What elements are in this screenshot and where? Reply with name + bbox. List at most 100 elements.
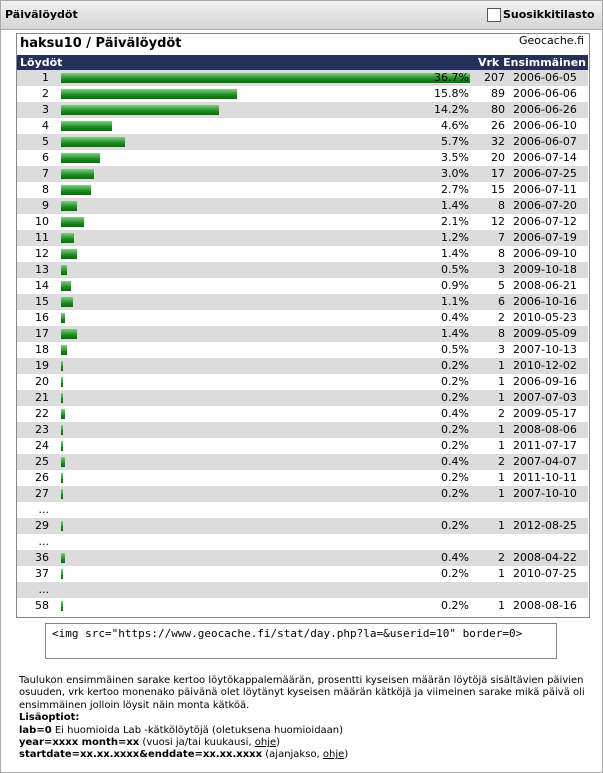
first-date: 2006-07-19 <box>513 231 577 244</box>
found-count: 8 <box>42 183 49 196</box>
table-row: ... <box>17 534 588 550</box>
percent: 0.2% <box>441 519 469 532</box>
table-row: 18 0.5% 3 2007-10-13 <box>17 342 588 358</box>
days: 12 <box>491 215 505 228</box>
found-count: 3 <box>42 103 49 116</box>
found-count: 2 <box>42 87 49 100</box>
favorite-checkbox[interactable] <box>487 8 501 22</box>
found-count: 23 <box>35 423 49 436</box>
bar <box>61 441 64 451</box>
found-count: 26 <box>35 471 49 484</box>
percent: 1.1% <box>441 295 469 308</box>
table-row: 24 0.2% 1 2011-07-17 <box>17 438 588 454</box>
favorite-label[interactable]: Suosikkitilasto <box>503 8 595 21</box>
percent: 0.5% <box>441 263 469 276</box>
option-desc: (ajanjakso, <box>262 749 323 761</box>
first-date: 2008-06-21 <box>513 279 577 292</box>
bar <box>61 73 471 83</box>
days: 1 <box>498 391 505 404</box>
option-desc: (vuosi ja/tai kuukausi, <box>139 737 255 749</box>
days: 1 <box>498 487 505 500</box>
table-row: 23 0.2% 1 2008-08-06 <box>17 422 588 438</box>
first-date: 2006-09-16 <box>513 375 577 388</box>
found-count: 27 <box>35 487 49 500</box>
days: 5 <box>498 279 505 292</box>
days: 6 <box>498 295 505 308</box>
bar <box>61 121 113 131</box>
days: 3 <box>498 343 505 356</box>
days: 2 <box>498 551 505 564</box>
found-count: 13 <box>35 263 49 276</box>
first-date: 2011-10-11 <box>513 471 577 484</box>
days: 3 <box>498 263 505 276</box>
percent: 3.0% <box>441 167 469 180</box>
first-date: 2006-10-16 <box>513 295 577 308</box>
bar <box>61 377 64 387</box>
bar <box>61 233 75 243</box>
days: 1 <box>498 599 505 612</box>
bar <box>61 361 64 371</box>
first-date: 2010-12-02 <box>513 359 577 372</box>
percent: 0.2% <box>441 471 469 484</box>
table-row: 17 1.4% 8 2009-05-09 <box>17 326 588 342</box>
bar <box>61 553 66 563</box>
found-count: 15 <box>35 295 49 308</box>
col-first-group: Vrk Ensimmäinen <box>478 55 586 70</box>
bar <box>61 105 220 115</box>
bar <box>61 569 64 579</box>
first-date: 2006-06-10 <box>513 119 577 132</box>
days: 32 <box>491 135 505 148</box>
first-date: 2010-07-25 <box>513 567 577 580</box>
col-days: Vrk <box>477 56 500 69</box>
first-date: 2010-05-23 <box>513 311 577 324</box>
found-count: 37 <box>35 567 49 580</box>
table-row: 25 0.4% 2 2007-04-07 <box>17 454 588 470</box>
table-row: 36 0.4% 2 2008-04-22 <box>17 550 588 566</box>
days: 2 <box>498 407 505 420</box>
bar <box>61 521 64 531</box>
site-name: Geocache.fi <box>518 34 584 47</box>
first-date: 2006-09-10 <box>513 247 577 260</box>
found-count: 1 <box>42 71 49 84</box>
bar <box>61 345 67 355</box>
found-count: 21 <box>35 391 49 404</box>
table-row: 5 5.7% 32 2006-06-07 <box>17 134 588 150</box>
table-row: 19 0.2% 1 2010-12-02 <box>17 358 588 374</box>
bar <box>61 313 66 323</box>
bar <box>61 393 64 403</box>
percent: 0.5% <box>441 343 469 356</box>
percent: 15.8% <box>434 87 469 100</box>
first-date: 2006-07-20 <box>513 199 577 212</box>
percent: 1.4% <box>441 247 469 260</box>
percent: 0.4% <box>441 551 469 564</box>
table-row: 13 0.5% 3 2009-10-18 <box>17 262 588 278</box>
days: 8 <box>498 247 505 260</box>
bar <box>61 185 92 195</box>
days: 2 <box>498 311 505 324</box>
first-date: 2009-10-18 <box>513 263 577 276</box>
options-list: lab=0 Ei huomioida Lab -kätkölöytöjä (ol… <box>19 725 589 762</box>
table-row: 16 0.4% 2 2010-05-23 <box>17 310 588 326</box>
days: 207 <box>484 71 505 84</box>
days: 89 <box>491 87 505 100</box>
first-date: 2007-10-10 <box>513 487 577 500</box>
help-link[interactable]: ohje <box>322 749 345 761</box>
percent: 14.2% <box>434 103 469 116</box>
bar <box>61 473 64 483</box>
found-count: 7 <box>42 167 49 180</box>
percent: 36.7% <box>434 71 469 84</box>
first-date: 2009-05-17 <box>513 407 577 420</box>
days: 8 <box>498 199 505 212</box>
found-count: 4 <box>42 119 49 132</box>
table-row: 15 1.1% 6 2006-10-16 <box>17 294 588 310</box>
first-date: 2008-08-16 <box>513 599 577 612</box>
option-key: year=xxxx month=xx <box>19 737 140 749</box>
first-date: 2007-04-07 <box>513 455 577 468</box>
found-count: 9 <box>42 199 49 212</box>
table-row: 21 0.2% 1 2007-07-03 <box>17 390 588 406</box>
days: 26 <box>491 119 505 132</box>
embed-code[interactable]: <img src="https://www.geocache.fi/stat/d… <box>45 623 557 659</box>
percent: 1.4% <box>441 199 469 212</box>
help-link[interactable]: ohje <box>254 737 277 749</box>
